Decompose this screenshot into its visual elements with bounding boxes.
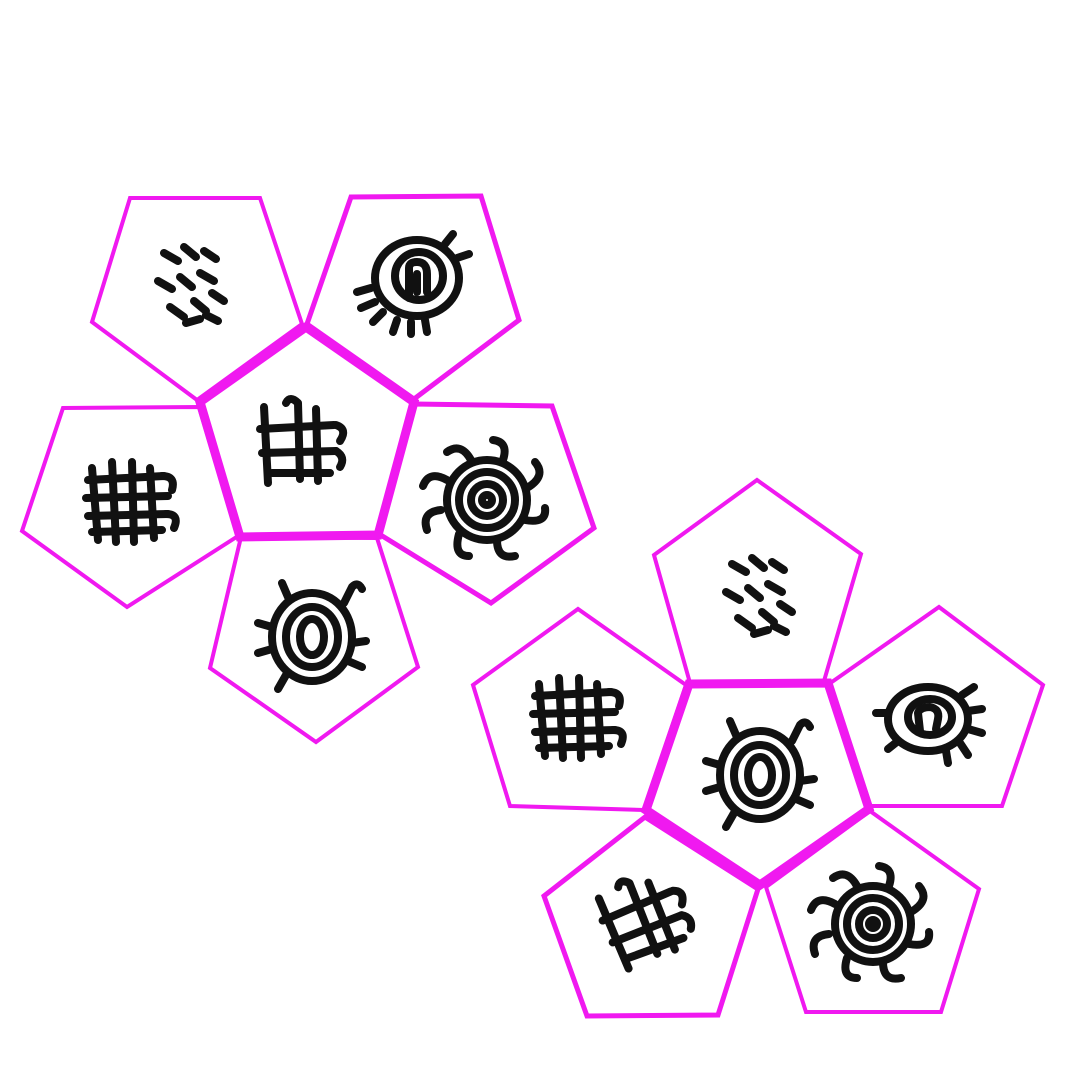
- dash-cluster-glyph: [154, 243, 228, 327]
- dash-cluster-glyph: [722, 554, 796, 638]
- net-top-left: [19, 193, 597, 745]
- oval-ring-glyph: [254, 579, 370, 693]
- net-top-left-face-oval-ring: [207, 534, 421, 745]
- grid-hook-glyph: [256, 395, 348, 487]
- crosshatch-glyph: [82, 458, 180, 546]
- net-bottom-right-face-dash-cluster: [651, 477, 864, 686]
- net-bottom-right-face-oval-ring-center: [640, 678, 875, 891]
- net-top-left-face-grid-hook-center: [194, 321, 420, 542]
- crosshatch-glyph: [529, 674, 627, 762]
- oval-ring-glyph: [702, 717, 818, 831]
- net-bottom-right-face-grid-hook: [541, 813, 761, 1019]
- spiral-hook-glyph: [353, 230, 473, 338]
- spiral-hook-glyph: [872, 683, 986, 767]
- grid-hook-glyph: [594, 877, 696, 973]
- coil-burst-glyph: [419, 436, 550, 561]
- coil-burst-glyph: [807, 862, 934, 983]
- net-bottom-right: [470, 477, 1046, 1019]
